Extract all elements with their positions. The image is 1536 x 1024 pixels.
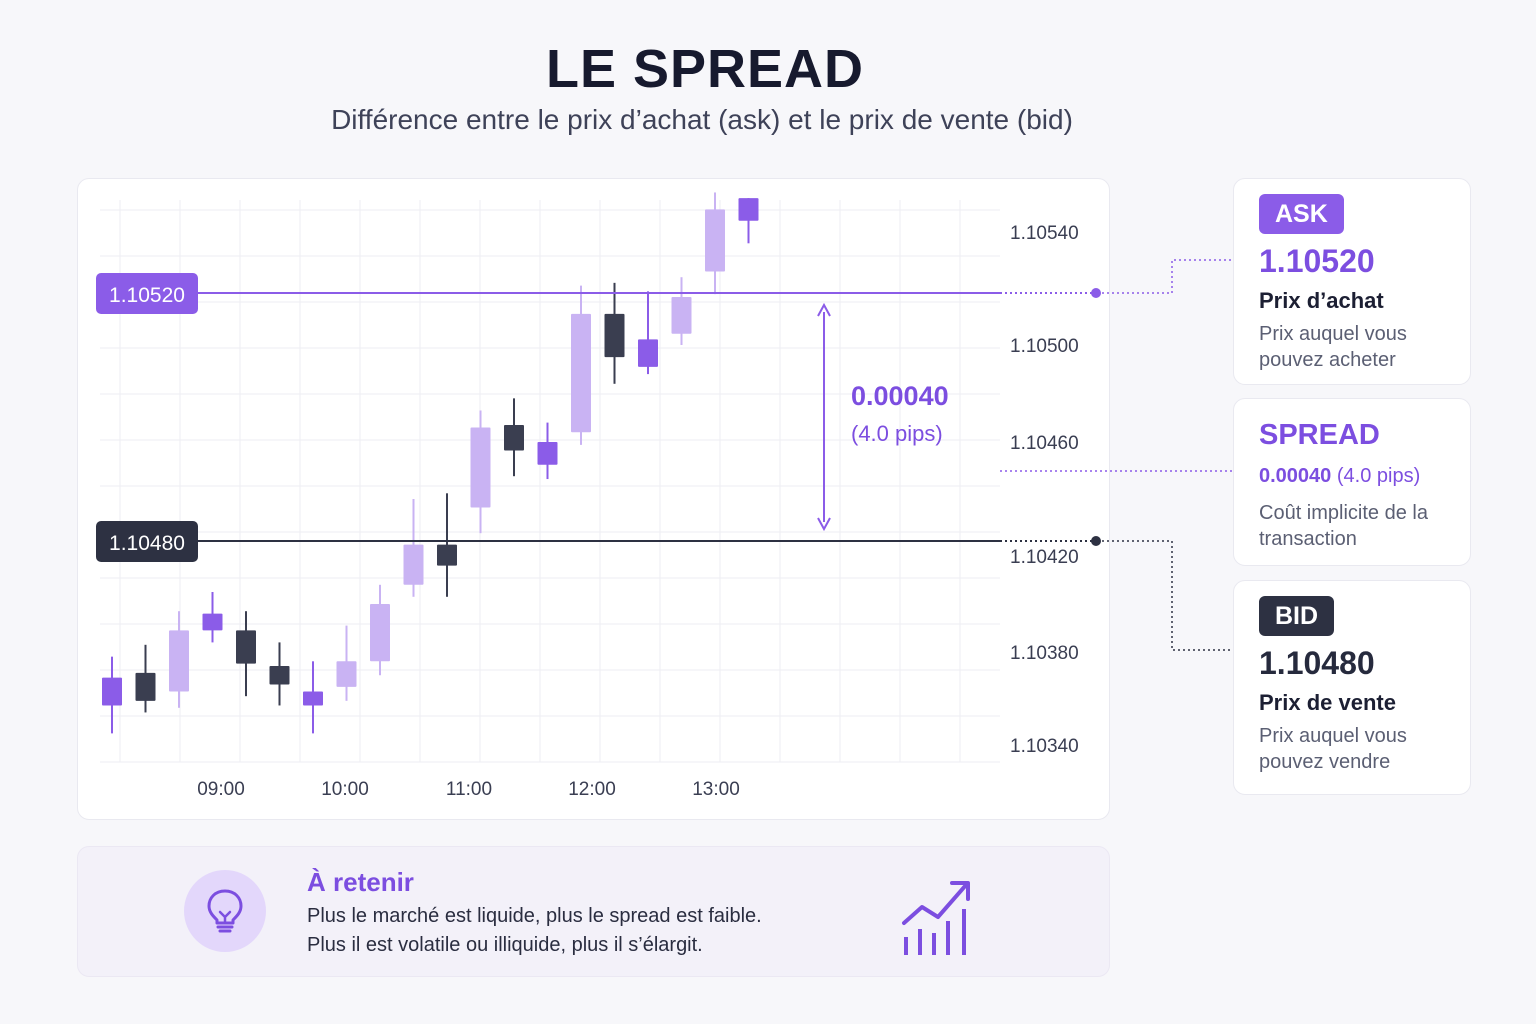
page-title: LE SPREAD [545,39,865,99]
candle-body [370,604,390,662]
bid-card: BID 1.10480 Prix de vente Prix auquel vo… [1233,580,1471,795]
candle-body [403,544,424,585]
ask-price-tag [96,273,198,314]
candle-body [236,630,256,664]
x-tick-label: 09:00 [197,779,245,800]
spread-pips-annotation: (4.0 pips) [851,421,943,446]
candle-body [705,209,725,272]
y-tick-label: 1.10380 [1010,643,1079,664]
spread-value-annotation: 0.00040 [851,381,949,411]
candle-body [537,442,558,465]
candle-body [571,313,591,433]
candle-body [202,613,223,631]
spread-value-line: 0.00040 (4.0 pips) [1259,465,1420,488]
bid-description: Prix auquel vous pouvez vendre [1259,725,1407,773]
bid-price: 1.10480 [1259,645,1375,681]
bid-dot [1091,536,1101,546]
y-tick-label: 1.10420 [1010,547,1079,568]
candle-body [169,630,189,692]
x-tick-label: 10:00 [321,779,369,800]
spread-pips: (4.0 pips) [1336,465,1421,487]
candle-body [470,427,491,508]
y-tick-label: 1.10500 [1010,336,1079,357]
y-tick-label: 1.10340 [1010,736,1079,757]
spread-value: 0.00040 [1259,465,1332,487]
candle-body [303,691,323,706]
ask-price: 1.10520 [1259,243,1375,279]
bid-label: Prix de vente [1259,690,1396,715]
bid-price-tag [96,521,198,562]
ask-badge: ASK [1259,194,1344,234]
spread-description: Coût implicite de la transaction [1259,502,1428,550]
growth-chart-icon [902,881,970,955]
candle-body [135,672,156,701]
tip-title: À retenir [307,867,414,897]
bid-connector [1102,540,1232,651]
spread-arrow-head-up [817,302,831,317]
ask-connector [1102,259,1232,294]
spread-arrow-head-down [817,517,831,532]
lightbulb-icon [184,870,266,952]
x-tick-label: 11:00 [446,779,492,800]
ask-card: ASK 1.10520 Prix d’achat Prix auquel vou… [1233,178,1471,385]
tip-card: À retenir Plus le marché est liquide, pl… [77,846,1110,977]
ask-description: Prix auquel vous pouvez acheter [1259,323,1407,371]
ask-dot [1091,288,1101,298]
x-tick-label: 13:00 [692,779,740,800]
tip-line-2: Plus il est volatile ou illiquide, plus … [307,934,703,956]
tip-line-1: Plus le marché est liquide, plus le spre… [307,905,762,927]
y-tick-label: 1.10540 [1010,223,1079,244]
spread-card: SPREAD 0.00040 (4.0 pips) Coût implicite… [1233,398,1471,566]
candle-body [604,313,625,358]
ask-label: Prix d’achat [1259,288,1384,313]
candle-body [638,339,658,367]
x-tick-label: 12:00 [568,779,616,800]
spread-title: SPREAD [1259,419,1380,451]
ask-price-tag-label: 1.10520 [109,284,185,307]
page-subtitle: Différence entre le prix d’achat (ask) e… [331,104,1073,135]
candle-body [437,544,457,566]
candle-body [504,425,524,451]
candle-body [269,665,290,685]
candle-body [102,677,122,706]
bid-price-tag-label: 1.10480 [109,532,185,555]
y-tick-label: 1.10460 [1010,433,1079,454]
chart-card [77,178,1110,820]
bid-badge: BID [1259,596,1335,636]
candle-body [336,661,357,687]
candle-body [671,296,692,334]
candle-body [738,198,759,221]
